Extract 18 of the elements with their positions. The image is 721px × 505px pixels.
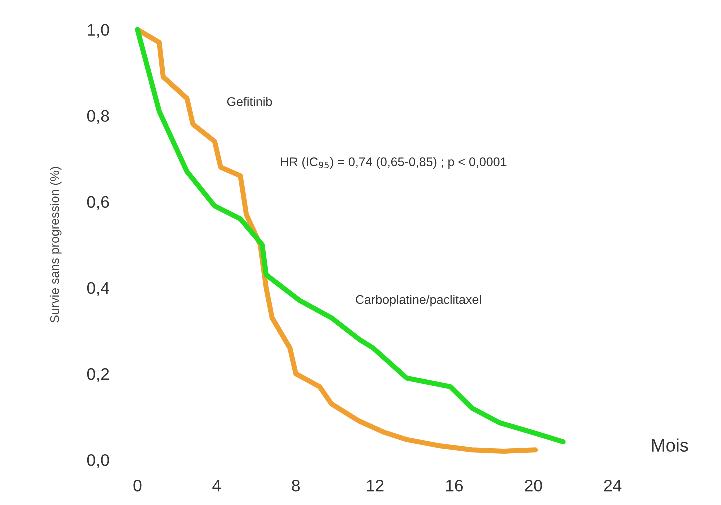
x-tick-label: 8 (292, 480, 300, 492)
x-tick-label: 12 (367, 480, 384, 492)
y-tick-label: 1,0 (88, 24, 110, 38)
x-tick-label: 0 (134, 480, 142, 492)
y-tick-label: 0,8 (87, 110, 110, 124)
x-tick-label: 16 (446, 480, 464, 492)
x-tick-label: 4 (212, 480, 222, 492)
text: Gefitinib (227, 97, 272, 106)
x-tick-label: 24 (604, 480, 622, 492)
x-tick-label: 20 (525, 480, 542, 492)
y-tick-label: 0,0 (87, 454, 110, 468)
x-axis-title: Mois (652, 438, 688, 452)
y-tick-label: 0,6 (87, 196, 110, 210)
series-label: Carboplatine/paclitaxel (356, 295, 482, 307)
y-tick-label: 0,4 (87, 282, 110, 296)
y-tick-label: 0,2 (87, 368, 110, 382)
y-axis-title: Survie sans progression (%) (50, 167, 62, 323)
annotation: HR (IC$_{95}$) = 0,74 (0,65-0,85) ; p < 0,0001 (281, 157, 507, 169)
